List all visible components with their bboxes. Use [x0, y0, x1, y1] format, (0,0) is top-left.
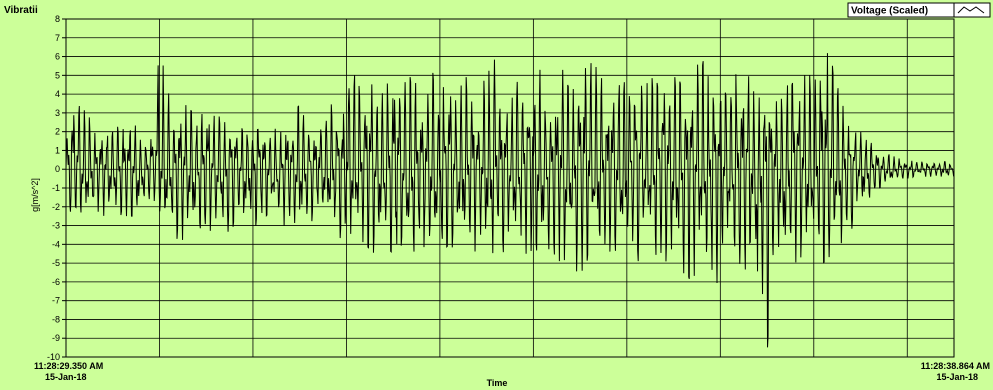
y-tick-label: 2 [55, 127, 60, 137]
y-tick-label: -8 [52, 314, 60, 324]
y-tick-label: -7 [52, 296, 60, 306]
legend-entry-voltage: Voltage (Scaled) [851, 6, 928, 17]
y-tick-label: -3 [52, 221, 60, 231]
x-end-date: 15-Jan-18 [936, 372, 978, 382]
y-tick-label: -4 [52, 239, 60, 249]
x-start-date: 15-Jan-18 [45, 372, 87, 382]
y-tick-label: 6 [55, 52, 60, 62]
line-sample-icon [957, 6, 985, 14]
series-line-voltage [65, 53, 955, 348]
y-axis-label: g[m/s^2] [30, 178, 40, 212]
y-axis-ticks: 8 7 6 5 4 3 2 1 0 -1 -2 -3 -4 -5 -6 -7 -8 -9 -10 [47, 14, 66, 362]
y-tick-label: 0 [55, 164, 60, 174]
y-tick-label: -1 [52, 183, 60, 193]
y-tick-label: -6 [52, 277, 60, 287]
y-tick-label: 3 [55, 108, 60, 118]
x-axis-label: Time [487, 378, 508, 388]
y-tick-label: -10 [47, 352, 60, 362]
y-tick-label: -5 [52, 258, 60, 268]
y-tick-label: -9 [52, 333, 60, 343]
legend: Voltage (Scaled) [847, 2, 991, 18]
y-tick-label: -2 [52, 202, 60, 212]
y-tick-label: 8 [55, 14, 60, 24]
y-tick-label: 4 [55, 89, 60, 99]
y-tick-label: 7 [55, 33, 60, 43]
chart-title: Vibratii [4, 5, 38, 16]
y-tick-label: 1 [55, 145, 60, 155]
x-start-time: 11:28:29.350 AM [34, 361, 103, 371]
x-end-time: 11:28:38.864 AM [921, 361, 990, 371]
y-tick-label: 5 [55, 70, 60, 80]
